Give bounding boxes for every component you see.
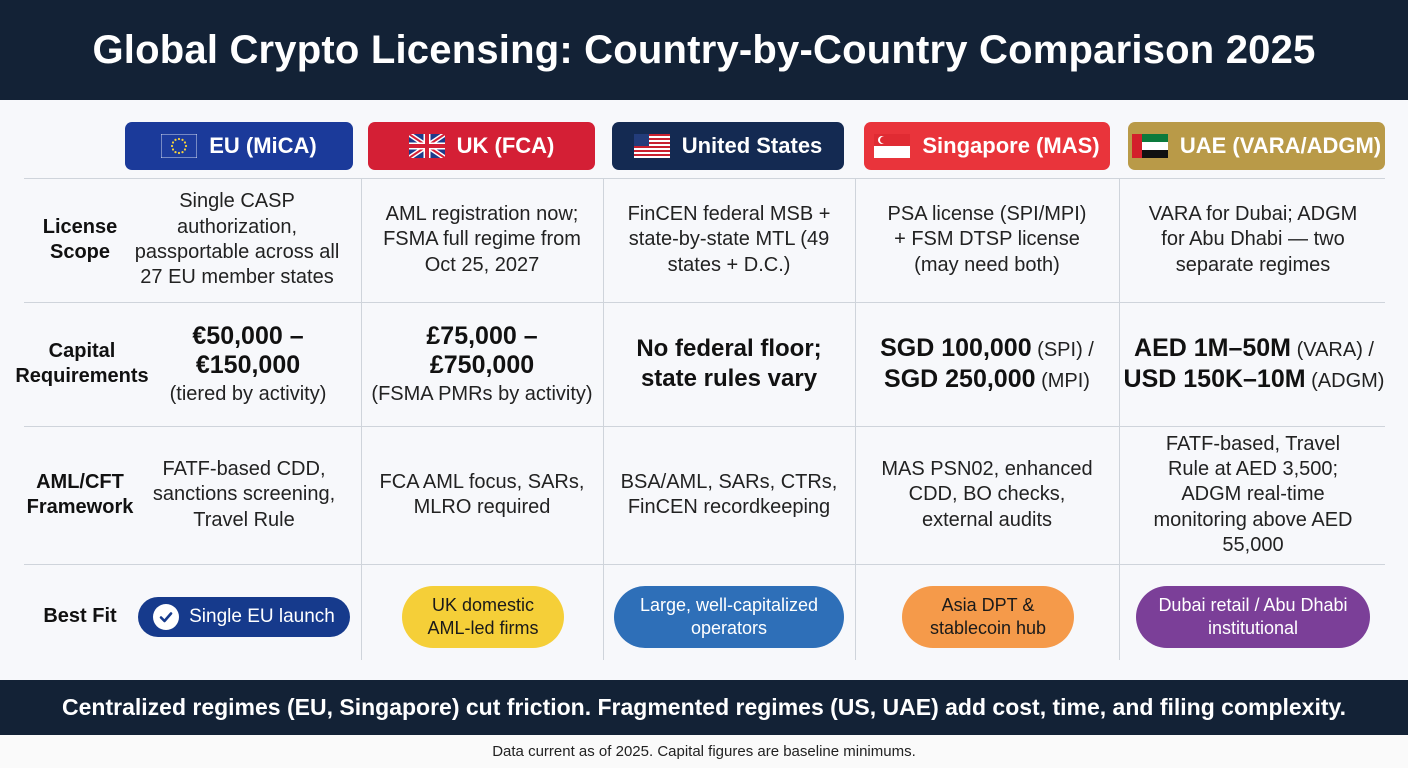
page-title: Global Crypto Licensing: Country-by-Coun… (92, 27, 1316, 72)
column-header-label: EU (MiCA) (209, 133, 317, 158)
license-scope-uae: VARA for Dubai; ADGM for Abu Dhabi — two… (1148, 202, 1358, 276)
aml-uk: FCA AML focus, SARs, MLRO required (379, 470, 585, 518)
uk-flag-icon (407, 131, 446, 161)
column-header-label: United States (681, 133, 823, 158)
column-header-eu: EU (MiCA) (125, 122, 353, 170)
column-header-uk: UK (FCA) (368, 122, 595, 170)
capital-us: No federal floor; state rules vary (636, 335, 822, 392)
row-label-aml-cft-framework: AML/CFT Framework (26, 471, 134, 518)
license-scope-us: FinCEN federal MSB + state-by-state MTL … (627, 202, 831, 276)
best-fit-eu: Single EU launch (138, 597, 350, 637)
aml-us: BSA/AML, SARs, CTRs, FinCEN recordkeepin… (620, 470, 838, 518)
capital-singapore: SGD 100,000 (SPI) / SGD 250,000 (MPI) (880, 333, 1094, 393)
best-fit-uk: UK domestic AML-led firms (402, 586, 564, 648)
column-divider (855, 178, 856, 660)
uae-flag-icon (1131, 134, 1168, 158)
best-fit-us: Large, well-capitalized operators (614, 586, 844, 648)
best-fit-uae: Dubai retail / Abu Dhabi institutional (1136, 586, 1370, 648)
column-header-label: UAE (VARA/ADGM) (1179, 133, 1382, 158)
row-divider (24, 564, 1385, 565)
title-bar: Global Crypto Licensing: Country-by-Coun… (0, 0, 1408, 100)
row-label-best-fit: Best Fit (43, 604, 117, 627)
footer-banner: Centralized regimes (EU, Singapore) cut … (0, 680, 1408, 735)
column-divider (603, 178, 604, 660)
column-header-us: United States (612, 122, 844, 170)
license-scope-uk: AML registration now; FSMA full regime f… (383, 202, 581, 276)
aml-uae: FATF-based, Travel Rule at AED 3,500; AD… (1153, 432, 1353, 557)
aml-eu: FATF-based CDD, sanctions screening, Tra… (152, 457, 336, 531)
row-divider (24, 302, 1385, 303)
us-flag-icon (633, 134, 670, 158)
footer-summary: Centralized regimes (EU, Singapore) cut … (62, 694, 1346, 720)
best-fit-singapore: Asia DPT & stablecoin hub (902, 586, 1074, 648)
column-header-singapore: Singapore (MAS) (864, 122, 1110, 170)
capital-uae: AED 1M–50M (VARA) / USD 150K–10M (ADGM) (1123, 333, 1385, 393)
column-header-label: UK (FCA) (456, 133, 555, 158)
capital-uk: £75,000 – £750,000 (FSMA PMRs by activit… (371, 321, 593, 405)
column-header-uae: UAE (VARA/ADGM) (1128, 122, 1385, 170)
eu-flag-icon (160, 133, 198, 159)
row-label-capital-requirements: Capital Requirements (15, 340, 149, 387)
column-divider (1119, 178, 1120, 660)
aml-singapore: MAS PSN02, enhanced CDD, BO checks, exte… (881, 457, 1093, 531)
column-header-label: Singapore (MAS) (922, 133, 1100, 158)
capital-eu: €50,000 – €150,000 (tiered by activity) (169, 321, 327, 405)
license-scope-singapore: PSA license (SPI/MPI) + FSM DTSP license… (887, 202, 1087, 276)
row-divider (24, 426, 1385, 427)
checkmark-icon (153, 604, 180, 630)
data-note: Data current as of 2025. Capital figures… (0, 735, 1408, 768)
column-divider (361, 178, 362, 660)
row-label-license-scope: License Scope (42, 216, 118, 263)
row-divider (24, 178, 1385, 179)
singapore-flag-icon (874, 134, 911, 158)
license-scope-eu: Single CASP authorization, passportable … (134, 190, 340, 289)
comparison-table: EU (MiCA) UK (FCA) United States Singapo… (0, 100, 1408, 680)
